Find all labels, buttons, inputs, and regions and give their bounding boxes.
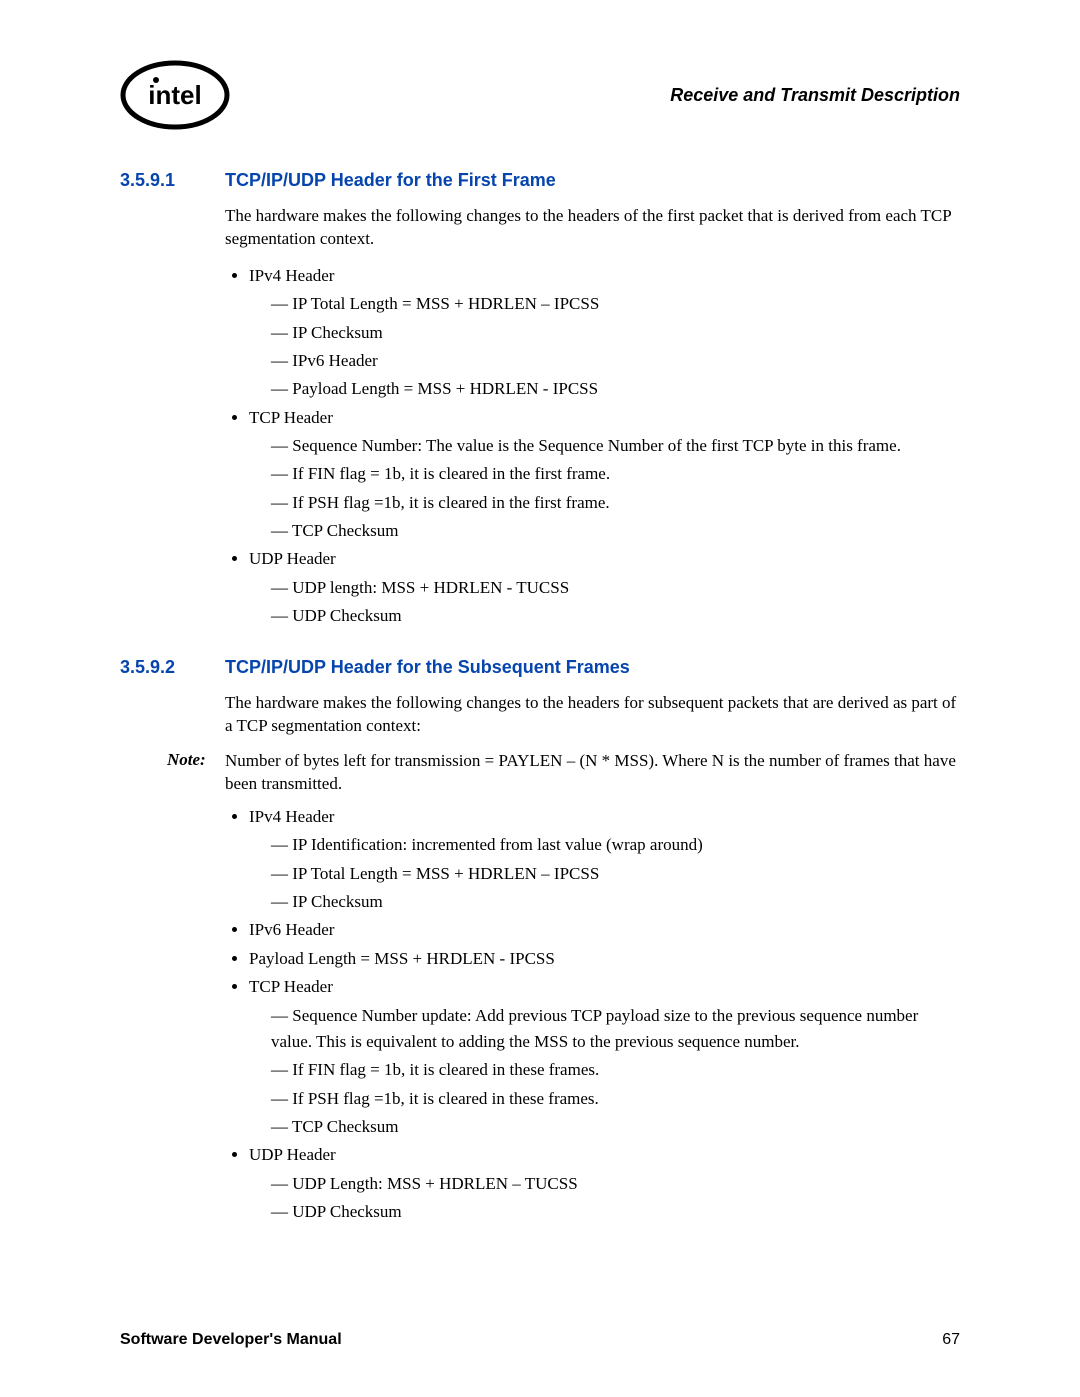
sub-list: IP Identification: incremented from last… [249, 832, 960, 915]
section-title: TCP/IP/UDP Header for the Subsequent Fra… [225, 657, 630, 678]
list-item: If FIN flag = 1b, it is cleared in the f… [271, 461, 960, 487]
section-body: IPv4 Header IP Identification: increment… [225, 804, 960, 1225]
page-header: intel Receive and Transmit Description [120, 60, 960, 130]
note-label: Note: [167, 750, 225, 796]
list-item: TCP Checksum [271, 518, 960, 544]
section-heading: 3.5.9.1 TCP/IP/UDP Header for the First … [120, 170, 960, 191]
list-item: Payload Length = MSS + HRDLEN - IPCSS [249, 946, 960, 972]
list-item: IPv4 Header IP Identification: increment… [249, 804, 960, 915]
list-item: Payload Length = MSS + HDRLEN - IPCSS [271, 376, 960, 402]
bullet-list: IPv4 Header IP Identification: increment… [225, 804, 960, 1225]
bullet-list: IPv4 Header IP Total Length = MSS + HDRL… [225, 263, 960, 629]
list-item: IPv6 Header [271, 348, 960, 374]
list-item: IP Checksum [271, 889, 960, 915]
list-item: UDP Checksum [271, 603, 960, 629]
list-item: TCP Header Sequence Number: The value is… [249, 405, 960, 545]
list-item: IP Identification: incremented from last… [271, 832, 960, 858]
intel-logo: intel [120, 60, 230, 130]
list-item: UDP Length: MSS + HDRLEN – TUCSS [271, 1171, 960, 1197]
list-item: UDP Header UDP length: MSS + HDRLEN - TU… [249, 546, 960, 629]
list-text: UDP Header [249, 1145, 336, 1164]
section-body: The hardware makes the following changes… [225, 692, 960, 738]
chapter-title: Receive and Transmit Description [670, 85, 960, 106]
section-body: The hardware makes the following changes… [225, 205, 960, 629]
section-title: TCP/IP/UDP Header for the First Frame [225, 170, 556, 191]
list-item: If PSH flag =1b, it is cleared in these … [271, 1086, 960, 1112]
sub-list: Sequence Number update: Add previous TCP… [249, 1003, 960, 1141]
sub-list: UDP Length: MSS + HDRLEN – TUCSS UDP Che… [249, 1171, 960, 1226]
sub-list: IP Total Length = MSS + HDRLEN – IPCSS I… [249, 291, 960, 402]
list-text: TCP Header [249, 977, 333, 996]
page-footer: Software Developer's Manual 67 [120, 1331, 960, 1349]
page-number: 67 [942, 1331, 960, 1349]
list-item: UDP length: MSS + HDRLEN - TUCSS [271, 575, 960, 601]
note-block: Note: Number of bytes left for transmiss… [120, 750, 960, 796]
list-item: If PSH flag =1b, it is cleared in the fi… [271, 490, 960, 516]
section-number: 3.5.9.1 [120, 170, 225, 191]
list-item: IPv4 Header IP Total Length = MSS + HDRL… [249, 263, 960, 403]
list-item: Sequence Number: The value is the Sequen… [271, 433, 960, 459]
section-heading: 3.5.9.2 TCP/IP/UDP Header for the Subseq… [120, 657, 960, 678]
svg-text:intel: intel [148, 80, 201, 110]
list-item: IP Checksum [271, 320, 960, 346]
intro-paragraph: The hardware makes the following changes… [225, 692, 960, 738]
page: intel Receive and Transmit Description 3… [0, 0, 1080, 1397]
list-item: IPv6 Header [249, 917, 960, 943]
list-text: UDP Header [249, 549, 336, 568]
sub-list: UDP length: MSS + HDRLEN - TUCSS UDP Che… [249, 575, 960, 630]
note-text: Number of bytes left for transmission = … [225, 750, 960, 796]
intro-paragraph: The hardware makes the following changes… [225, 205, 960, 251]
list-item: Sequence Number update: Add previous TCP… [271, 1003, 960, 1056]
list-item: IP Total Length = MSS + HDRLEN – IPCSS [271, 291, 960, 317]
footer-manual-title: Software Developer's Manual [120, 1331, 342, 1349]
section-number: 3.5.9.2 [120, 657, 225, 678]
list-text: TCP Header [249, 408, 333, 427]
list-item: UDP Checksum [271, 1199, 960, 1225]
list-item: If FIN flag = 1b, it is cleared in these… [271, 1057, 960, 1083]
list-item: TCP Header Sequence Number update: Add p… [249, 974, 960, 1140]
list-text: IPv4 Header [249, 807, 334, 826]
list-item: IP Total Length = MSS + HDRLEN – IPCSS [271, 861, 960, 887]
list-item: UDP Header UDP Length: MSS + HDRLEN – TU… [249, 1142, 960, 1225]
list-text: IPv4 Header [249, 266, 334, 285]
list-item: TCP Checksum [271, 1114, 960, 1140]
sub-list: Sequence Number: The value is the Sequen… [249, 433, 960, 544]
